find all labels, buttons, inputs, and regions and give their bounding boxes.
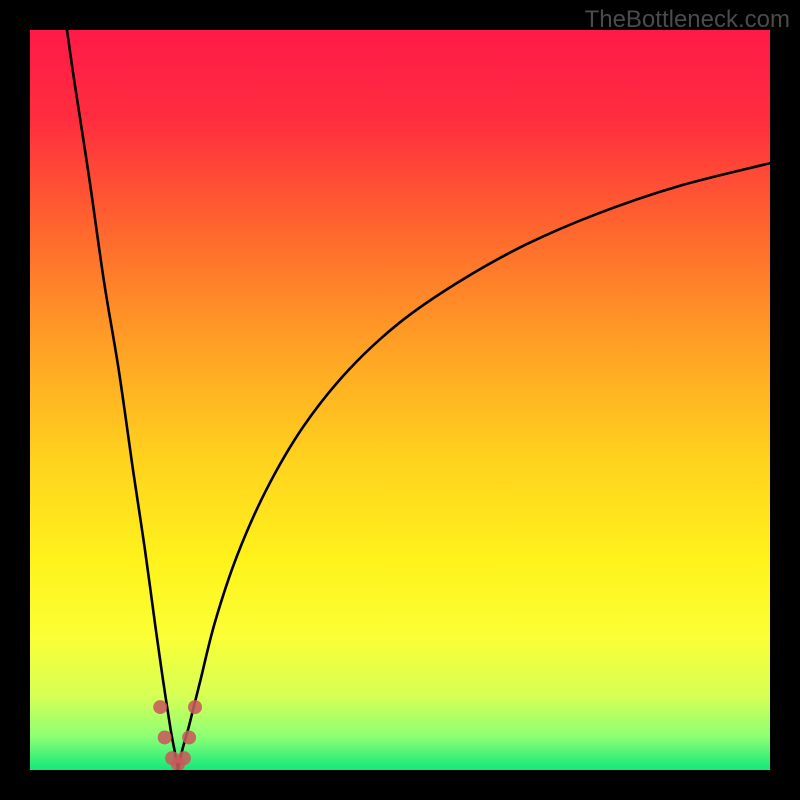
trough-marker bbox=[177, 751, 191, 765]
trough-marker bbox=[188, 700, 202, 714]
watermark-text: TheBottleneck.com bbox=[585, 6, 790, 34]
trough-marker bbox=[158, 730, 172, 744]
chart-root: TheBottleneck.com bbox=[0, 0, 800, 800]
bottleneck-chart bbox=[0, 0, 800, 800]
trough-marker bbox=[182, 730, 196, 744]
trough-marker bbox=[153, 700, 167, 714]
plot-area bbox=[30, 30, 770, 770]
